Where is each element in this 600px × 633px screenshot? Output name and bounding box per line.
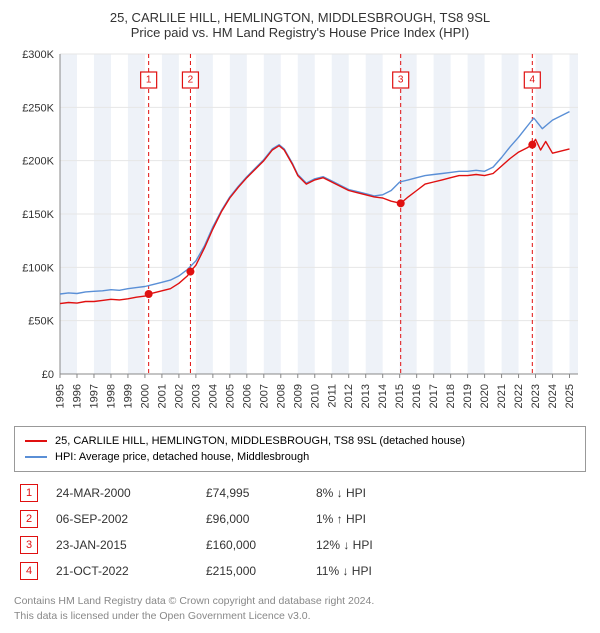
svg-text:2016: 2016 xyxy=(411,384,423,408)
svg-text:2011: 2011 xyxy=(326,384,338,408)
row-date: 24-MAR-2000 xyxy=(56,486,206,500)
svg-text:1996: 1996 xyxy=(72,384,84,408)
legend-label: 25, CARLILE HILL, HEMLINGTON, MIDDLESBRO… xyxy=(55,435,465,447)
svg-text:2004: 2004 xyxy=(207,384,219,408)
footer-text: Contains HM Land Registry data © Crown c… xyxy=(14,594,586,623)
row-date: 06-SEP-2002 xyxy=(56,512,206,526)
svg-text:£250K: £250K xyxy=(22,102,54,114)
row-delta: 11% ↓ HPI xyxy=(316,564,436,578)
svg-text:4: 4 xyxy=(530,75,536,86)
table-row: 3 23-JAN-2015£160,00012% ↓ HPI xyxy=(14,532,586,558)
svg-text:£50K: £50K xyxy=(28,316,54,328)
svg-text:£150K: £150K xyxy=(22,209,54,221)
svg-text:£100K: £100K xyxy=(22,262,54,274)
footer-line-1: Contains HM Land Registry data © Crown c… xyxy=(14,594,586,609)
chart-svg: £0 £50K £100K £150K £200K £250K £300K 1995 1996 1… xyxy=(14,48,586,418)
row-price: £74,995 xyxy=(206,486,316,500)
svg-text:2021: 2021 xyxy=(496,384,508,408)
svg-text:2010: 2010 xyxy=(309,384,321,408)
svg-text:2003: 2003 xyxy=(190,384,202,408)
svg-text:2008: 2008 xyxy=(275,384,287,408)
svg-text:1995: 1995 xyxy=(55,384,67,408)
table-row: 1 24-MAR-2000£74,9958% ↓ HPI xyxy=(14,480,586,506)
chart-area: £0 £50K £100K £150K £200K £250K £300K 1995 1996 1… xyxy=(14,48,586,418)
svg-text:3: 3 xyxy=(398,75,404,86)
row-marker: 3 xyxy=(20,536,38,554)
svg-text:2020: 2020 xyxy=(479,384,491,408)
svg-text:2024: 2024 xyxy=(547,384,559,408)
svg-text:2013: 2013 xyxy=(360,384,372,408)
row-price: £96,000 xyxy=(206,512,316,526)
footer-line-2: This data is licensed under the Open Gov… xyxy=(14,609,586,624)
svg-text:2022: 2022 xyxy=(513,384,525,408)
row-price: £160,000 xyxy=(206,538,316,552)
row-delta: 12% ↓ HPI xyxy=(316,538,436,552)
legend-swatch xyxy=(25,456,47,458)
svg-text:2017: 2017 xyxy=(428,384,440,408)
svg-text:2009: 2009 xyxy=(292,384,304,408)
legend-swatch xyxy=(25,440,47,442)
svg-text:2012: 2012 xyxy=(343,384,355,408)
row-marker: 1 xyxy=(20,484,38,502)
svg-text:£0: £0 xyxy=(42,369,54,381)
svg-text:2006: 2006 xyxy=(241,384,253,408)
svg-text:2018: 2018 xyxy=(445,384,457,408)
chart-subtitle: Price paid vs. HM Land Registry's House … xyxy=(14,25,586,40)
row-date: 23-JAN-2015 xyxy=(56,538,206,552)
svg-text:1: 1 xyxy=(146,75,152,86)
row-delta: 1% ↑ HPI xyxy=(316,512,436,526)
svg-text:£200K: £200K xyxy=(22,156,54,168)
table-row: 4 21-OCT-2022£215,00011% ↓ HPI xyxy=(14,558,586,584)
svg-text:2000: 2000 xyxy=(139,384,151,408)
svg-text:2023: 2023 xyxy=(530,384,542,408)
sales-table: 124-MAR-2000£74,9958% ↓ HPI206-SEP-2002£… xyxy=(14,480,586,584)
chart-title: 25, CARLILE HILL, HEMLINGTON, MIDDLESBRO… xyxy=(14,10,586,25)
row-marker: 4 xyxy=(20,562,38,580)
svg-text:1997: 1997 xyxy=(88,384,100,408)
row-marker: 2 xyxy=(20,510,38,528)
svg-text:1998: 1998 xyxy=(105,384,117,408)
legend-label: HPI: Average price, detached house, Midd… xyxy=(55,451,309,463)
svg-text:2002: 2002 xyxy=(173,384,185,408)
svg-text:2005: 2005 xyxy=(224,384,236,408)
row-price: £215,000 xyxy=(206,564,316,578)
legend-box: 25, CARLILE HILL, HEMLINGTON, MIDDLESBRO… xyxy=(14,426,586,472)
svg-text:2001: 2001 xyxy=(156,384,168,408)
svg-text:2015: 2015 xyxy=(394,384,406,408)
row-date: 21-OCT-2022 xyxy=(56,564,206,578)
svg-text:£300K: £300K xyxy=(22,49,54,61)
legend-item: HPI: Average price, detached house, Midd… xyxy=(25,449,575,465)
table-row: 2 06-SEP-2002£96,0001% ↑ HPI xyxy=(14,506,586,532)
svg-text:1999: 1999 xyxy=(122,384,134,408)
row-delta: 8% ↓ HPI xyxy=(316,486,436,500)
svg-text:2025: 2025 xyxy=(564,384,576,408)
svg-text:2014: 2014 xyxy=(377,384,389,408)
svg-text:2019: 2019 xyxy=(462,384,474,408)
svg-text:2007: 2007 xyxy=(258,384,270,408)
svg-text:2: 2 xyxy=(188,75,194,86)
legend-item: 25, CARLILE HILL, HEMLINGTON, MIDDLESBRO… xyxy=(25,433,575,449)
